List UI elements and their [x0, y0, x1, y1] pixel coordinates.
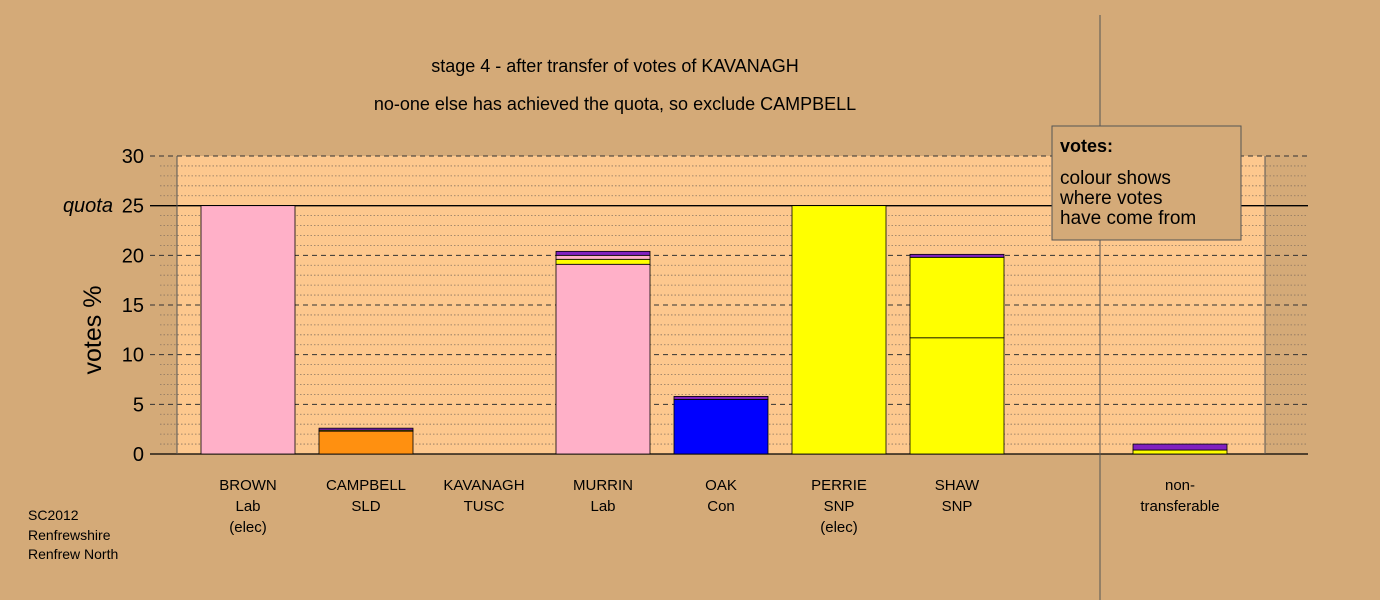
- bar-segment: [555, 263, 651, 455]
- candidate-label: transferable: [1140, 498, 1219, 515]
- bar-segment: [673, 398, 769, 455]
- legend-line-1: colour shows: [1060, 168, 1171, 189]
- candidate-label: Lab: [590, 498, 615, 515]
- candidate-label: BROWN: [219, 477, 277, 494]
- chart-title: stage 4 - after transfer of votes of KAV…: [431, 56, 799, 76]
- candidate-label: (elec): [820, 519, 858, 536]
- bar-segment: [791, 205, 887, 455]
- bar-segment: [1132, 449, 1228, 455]
- candidate-label: Lab: [235, 498, 260, 515]
- legend: votes: colour shows where votes have com…: [1051, 125, 1242, 241]
- bar-segment: [909, 253, 1005, 258]
- footer-election: SC2012: [28, 507, 79, 523]
- candidate-label: TUSC: [464, 498, 505, 515]
- y-axis-label: votes %: [79, 286, 107, 375]
- quota-label: quota: [63, 195, 113, 217]
- candidate-label: SHAW: [935, 477, 980, 494]
- legend-heading: votes:: [1060, 136, 1113, 156]
- y-tick-label: 25: [122, 196, 144, 218]
- bar-segment: [318, 427, 414, 431]
- bar-segment: [1132, 443, 1228, 451]
- y-tick-label: 30: [122, 146, 144, 168]
- footer-ward: Renfrew North: [28, 546, 118, 562]
- legend-line-3: have come from: [1060, 208, 1196, 229]
- candidate-label: (elec): [229, 519, 267, 536]
- candidate-label: PERRIE: [811, 477, 867, 494]
- bar-segment: [909, 256, 1005, 339]
- candidate-label: SLD: [351, 498, 380, 515]
- footer-council: Renfrewshire: [28, 527, 111, 543]
- candidate-label: CAMPBELL: [326, 477, 406, 494]
- y-tick-label: 10: [122, 345, 144, 367]
- candidate-label: OAK: [705, 477, 737, 494]
- x-tick-labels: BROWN Lab (elec) CAMPBELL SLD KAVANAGH TUSC MUR…: [219, 477, 1219, 536]
- bar-segment: [555, 258, 651, 265]
- bar-segment: [318, 430, 414, 455]
- candidate-label: KAVANAGH: [443, 477, 524, 494]
- candidate-label: Con: [707, 498, 735, 515]
- candidate-label: SNP: [824, 498, 855, 515]
- bar-segment: [200, 205, 296, 455]
- y-tick-labels: 0 5 10 15 20 25 30: [122, 146, 144, 466]
- chart-subtitle: no-one else has achieved the quota, so e…: [374, 94, 856, 114]
- bar-segment: [673, 395, 769, 400]
- legend-box: [1051, 125, 1242, 241]
- y-tick-label: 5: [133, 394, 144, 416]
- bar-segment: [555, 250, 651, 256]
- y-tick-label: 20: [122, 245, 144, 267]
- bars: [200, 205, 1228, 455]
- candidate-label: SNP: [942, 498, 973, 515]
- bar-segment: [909, 337, 1005, 455]
- legend-line-2: where votes: [1059, 188, 1162, 209]
- y-tick-label: 15: [122, 295, 144, 317]
- y-tick-label: 0: [133, 444, 144, 466]
- bar-segment: [555, 254, 651, 260]
- candidate-label: non-: [1165, 477, 1195, 494]
- candidate-label: MURRIN: [573, 477, 633, 494]
